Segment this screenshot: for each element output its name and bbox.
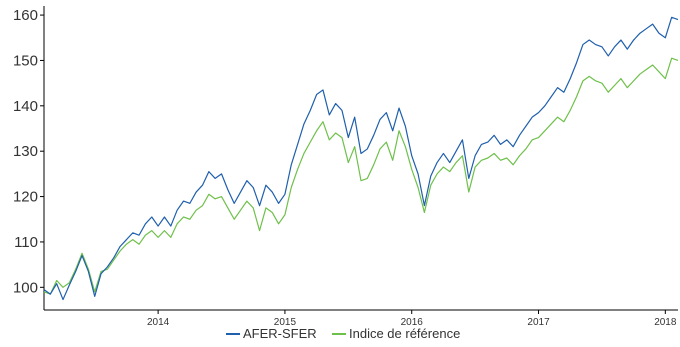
- axes: 100 110 120 130 140 150 160 2014 2015 2016 2017 201…: [13, 6, 678, 328]
- legend-label: AFER-SFER: [243, 326, 317, 341]
- series-line-afer-sfer: [43, 16, 679, 301]
- y-tick-label: 160: [13, 7, 38, 24]
- y-tick-label: 100: [13, 279, 38, 296]
- y-tick-label: 130: [13, 143, 38, 160]
- legend-label: Indice de référence: [349, 326, 460, 341]
- y-tick-label: 140: [13, 98, 38, 115]
- y-tick-label: 150: [13, 52, 38, 69]
- x-tick-label: 2014: [147, 317, 170, 328]
- legend: AFER-SFER Indice de référence: [226, 326, 460, 341]
- legend-item-afer-sfer: AFER-SFER: [226, 326, 317, 341]
- x-tick-label: 2016: [401, 317, 424, 328]
- series-line-indice-de-reference: [43, 57, 679, 295]
- y-tick-label: 120: [13, 189, 38, 206]
- y-tick-label: 110: [14, 234, 38, 251]
- x-tick-label: 2015: [274, 317, 297, 328]
- x-tick-label: 2017: [527, 317, 550, 328]
- series-layer: [43, 16, 679, 301]
- x-tick-label: 2018: [654, 317, 677, 328]
- legend-item-indice-de-reference: Indice de référence: [332, 326, 460, 341]
